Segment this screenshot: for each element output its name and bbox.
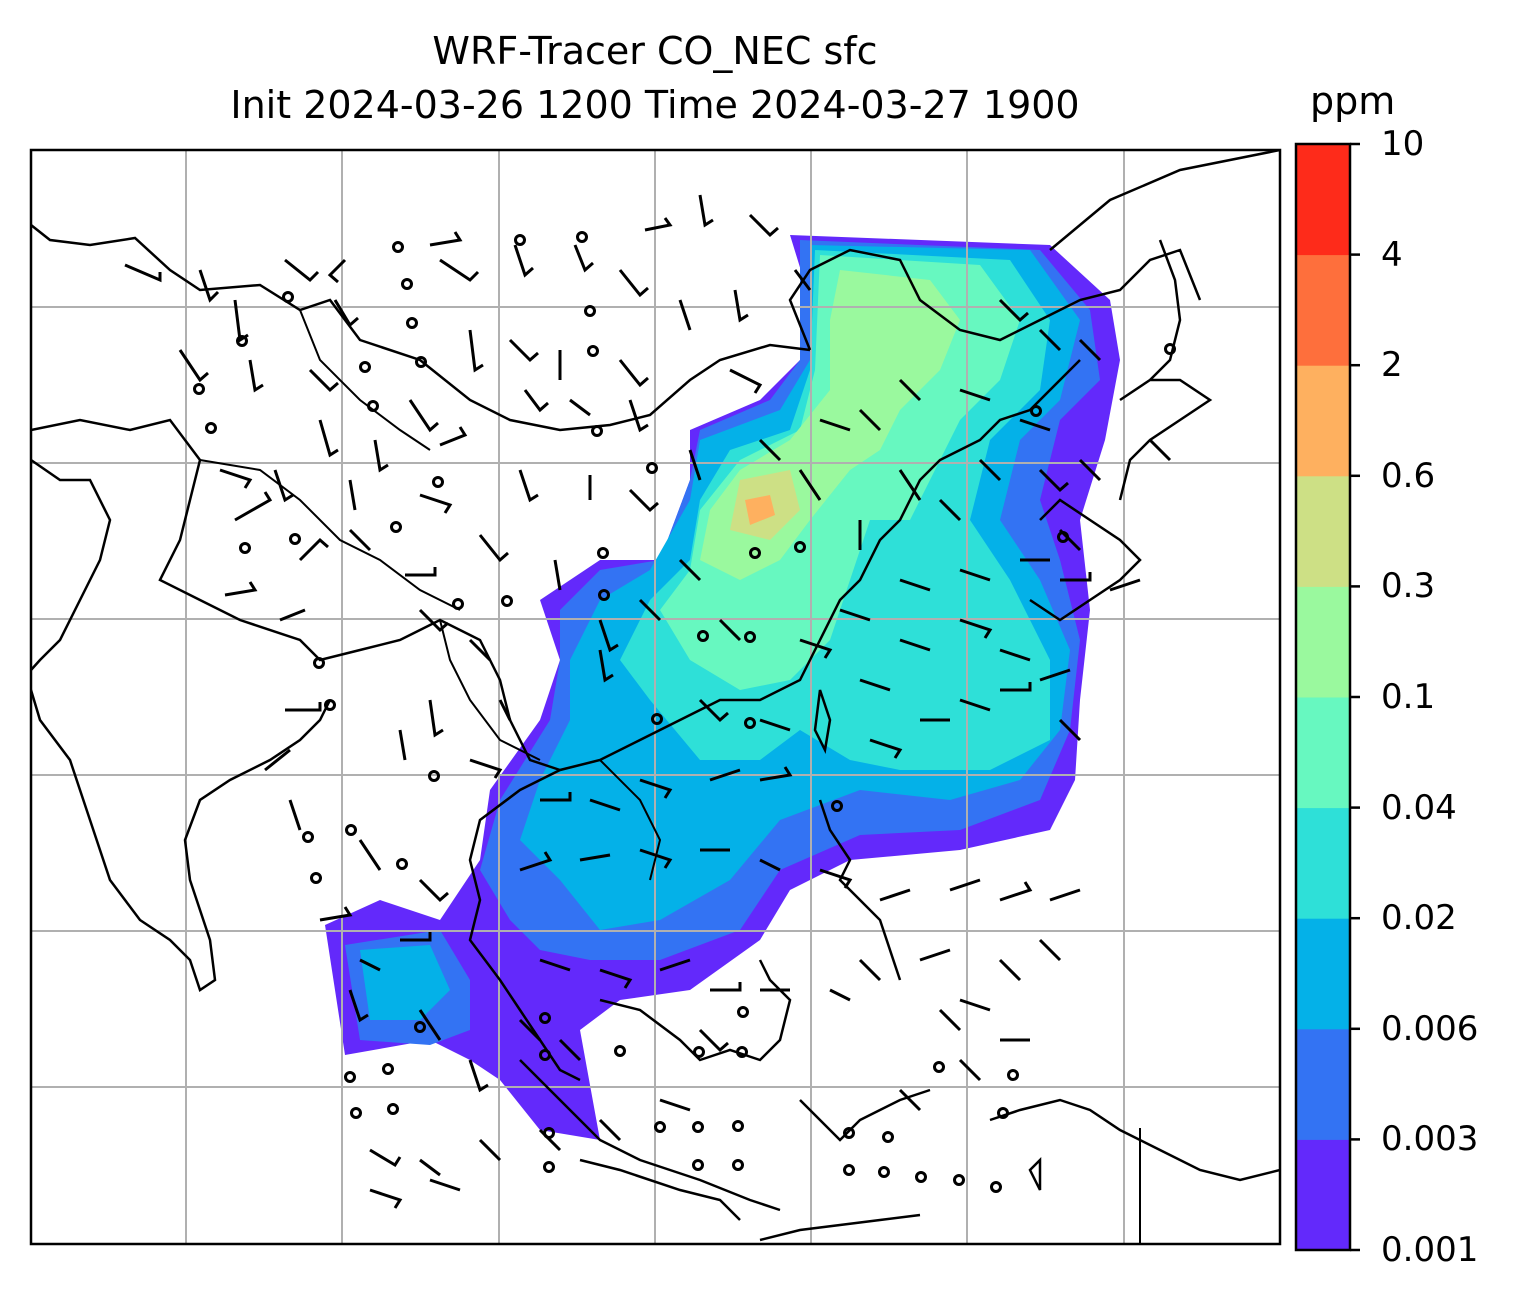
coastlines xyxy=(31,150,1280,1242)
colorbar-tick-label: 0.02 xyxy=(1381,898,1457,939)
colorbar-tick-label: 0.001 xyxy=(1381,1230,1479,1270)
colorbar-segment xyxy=(1296,365,1350,477)
map-title: WRF-Tracer CO_NEC sfc xyxy=(432,29,878,73)
colorbar-segment xyxy=(1296,807,1350,919)
colorbar-segment xyxy=(1296,1028,1350,1140)
gridlines xyxy=(31,150,1280,1244)
co-tracer-field xyxy=(325,235,1120,1140)
colorbar-tick-label: 4 xyxy=(1381,234,1403,275)
colorbar-segment xyxy=(1296,144,1350,256)
colorbar-tick-label: 0.006 xyxy=(1381,1008,1479,1049)
colorbar-segment xyxy=(1296,254,1350,366)
colorbar-tick-label: 2 xyxy=(1381,345,1403,386)
colorbar-segment xyxy=(1296,475,1350,587)
colorbar-tick-label: 0.3 xyxy=(1381,566,1436,607)
colorbar-tick-label: 0.6 xyxy=(1381,455,1436,496)
wind-barbs xyxy=(124,194,1172,1209)
colorbar-tick-label: 0.003 xyxy=(1381,1119,1479,1160)
co-level-06 xyxy=(745,495,775,525)
colorbar-tick-label: 0.04 xyxy=(1381,787,1457,828)
calm-wind-markers xyxy=(193,231,1176,1193)
country-borders xyxy=(199,309,1141,1244)
colorbar-segment xyxy=(1296,918,1350,1030)
colorbar-tick-label: 0.1 xyxy=(1381,677,1436,717)
colorbar-tick-label: 10 xyxy=(1381,124,1425,164)
colorbar-segment xyxy=(1296,1139,1350,1251)
colorbar-segment xyxy=(1296,586,1350,698)
map-subtitle: Init 2024-03-26 1200 Time 2024-03-27 190… xyxy=(230,83,1080,127)
colorbar-unit-label: ppm xyxy=(1310,79,1396,123)
colorbar-segment xyxy=(1296,697,1350,809)
colorbar xyxy=(1294,142,1360,1252)
map-frame xyxy=(29,148,1282,1246)
